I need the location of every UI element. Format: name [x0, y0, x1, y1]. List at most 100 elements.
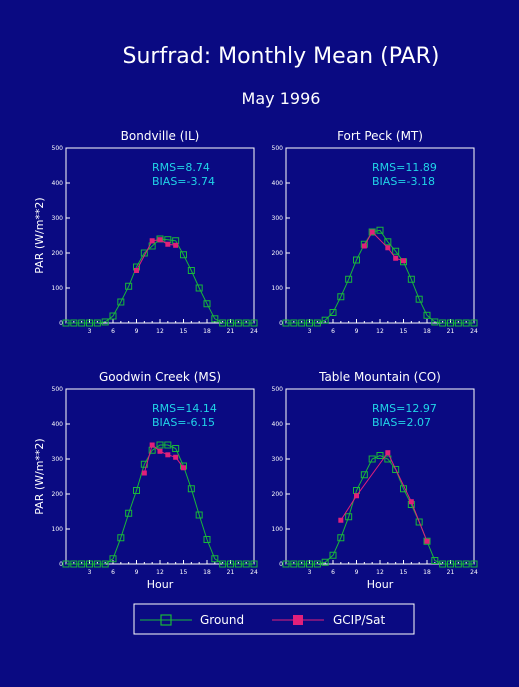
sat-point — [134, 268, 139, 273]
ground-point — [423, 537, 431, 545]
x-tick-label: 21 — [227, 328, 235, 335]
y-axis-label: PAR (W/m**2) — [33, 438, 46, 514]
sat-point — [393, 255, 399, 261]
ground-point — [447, 560, 454, 568]
ground-point — [392, 247, 400, 255]
y-tick-label: 100 — [272, 526, 284, 533]
chart-title: Surfrad: Monthly Mean (PAR) — [123, 44, 440, 69]
ground-point — [462, 560, 470, 568]
ground-point — [282, 560, 290, 568]
x-tick-label: 6 — [331, 569, 335, 576]
ground-point — [431, 318, 439, 326]
ground-point — [203, 536, 211, 543]
y-tick-label: 500 — [52, 145, 64, 152]
ground-point — [313, 319, 321, 327]
panel-title: Fort Peck (MT) — [337, 129, 423, 143]
ground-point — [109, 312, 117, 320]
ground-point — [211, 315, 219, 323]
legend-sat-label: GCIP/Sat — [333, 613, 385, 627]
ground-point — [368, 228, 376, 236]
ground-point — [470, 560, 478, 568]
ground-point — [306, 560, 313, 568]
ground-point — [368, 455, 376, 463]
sat-point — [369, 229, 375, 235]
ground-point — [282, 319, 290, 327]
ground-point — [117, 534, 125, 542]
ground-point — [227, 560, 234, 568]
ground-point — [62, 560, 70, 568]
x-tick-label: 12 — [376, 328, 384, 335]
y-tick-label: 400 — [272, 180, 284, 187]
stats-label: BIAS=-3.18 — [372, 175, 435, 188]
ground-point — [415, 295, 423, 303]
ground-point — [125, 509, 133, 517]
sat-point — [354, 493, 359, 499]
x-tick-label: 18 — [203, 328, 211, 335]
stats-label: BIAS=2.07 — [372, 416, 431, 429]
ground-point — [329, 309, 337, 316]
ground-point — [101, 560, 109, 568]
y-tick-label: 300 — [272, 215, 284, 222]
ground-point — [133, 487, 140, 494]
ground-point — [78, 319, 86, 327]
ground-point — [242, 319, 250, 327]
ground-point — [290, 319, 298, 327]
y-tick-label: 100 — [272, 285, 284, 292]
y-tick-label: 100 — [52, 285, 64, 292]
sat-point — [424, 538, 430, 544]
sat-point — [173, 242, 179, 248]
ground-point — [78, 560, 86, 568]
stats-label: BIAS=-3.74 — [152, 175, 215, 188]
ground-point — [454, 560, 462, 568]
y-tick-label: 400 — [52, 180, 64, 187]
ground-point — [454, 319, 462, 327]
ground-point — [439, 560, 447, 568]
ground-point — [242, 560, 250, 568]
x-tick-label: 3 — [308, 569, 312, 576]
ground-point — [470, 319, 478, 327]
y-axis-label: PAR (W/m**2) — [33, 197, 46, 273]
y-tick-label: 300 — [52, 456, 64, 463]
y-tick-label: 0 — [59, 320, 63, 327]
y-tick-label: 200 — [272, 250, 284, 257]
ground-point — [345, 275, 353, 283]
ground-point — [415, 518, 423, 526]
x-tick-label: 9 — [355, 328, 359, 335]
x-tick-label: 15 — [180, 328, 188, 335]
ground-point — [234, 560, 242, 568]
x-tick-label: 12 — [156, 569, 164, 576]
x-tick-label: 9 — [355, 569, 359, 576]
sat-point — [401, 258, 406, 264]
ground-point — [187, 267, 195, 274]
legend-box — [133, 603, 415, 635]
ground-series-line — [286, 229, 474, 324]
x-tick-label: 24 — [250, 569, 258, 576]
ground-point — [462, 319, 470, 327]
sat-point — [181, 465, 186, 471]
x-axis-label: Hour — [367, 578, 394, 591]
sat-point — [165, 452, 171, 458]
ground-point — [321, 316, 329, 324]
ground-series-line — [66, 444, 254, 565]
y-tick-label: 500 — [272, 145, 284, 152]
y-tick-label: 0 — [279, 561, 283, 568]
sat-point — [149, 442, 155, 448]
ground-point — [298, 560, 306, 568]
ground-point — [321, 558, 329, 566]
ground-point — [306, 319, 313, 327]
x-tick-label: 9 — [135, 569, 139, 576]
sat-point — [385, 245, 391, 251]
legend: Ground GCIP/Sat — [133, 603, 415, 635]
ground-point — [227, 319, 234, 327]
ground-point — [234, 319, 242, 327]
sat-point — [157, 448, 163, 454]
x-tick-label: 21 — [227, 569, 235, 576]
x-tick-label: 18 — [423, 328, 431, 335]
ground-point — [376, 452, 384, 459]
ground-point — [86, 560, 93, 568]
